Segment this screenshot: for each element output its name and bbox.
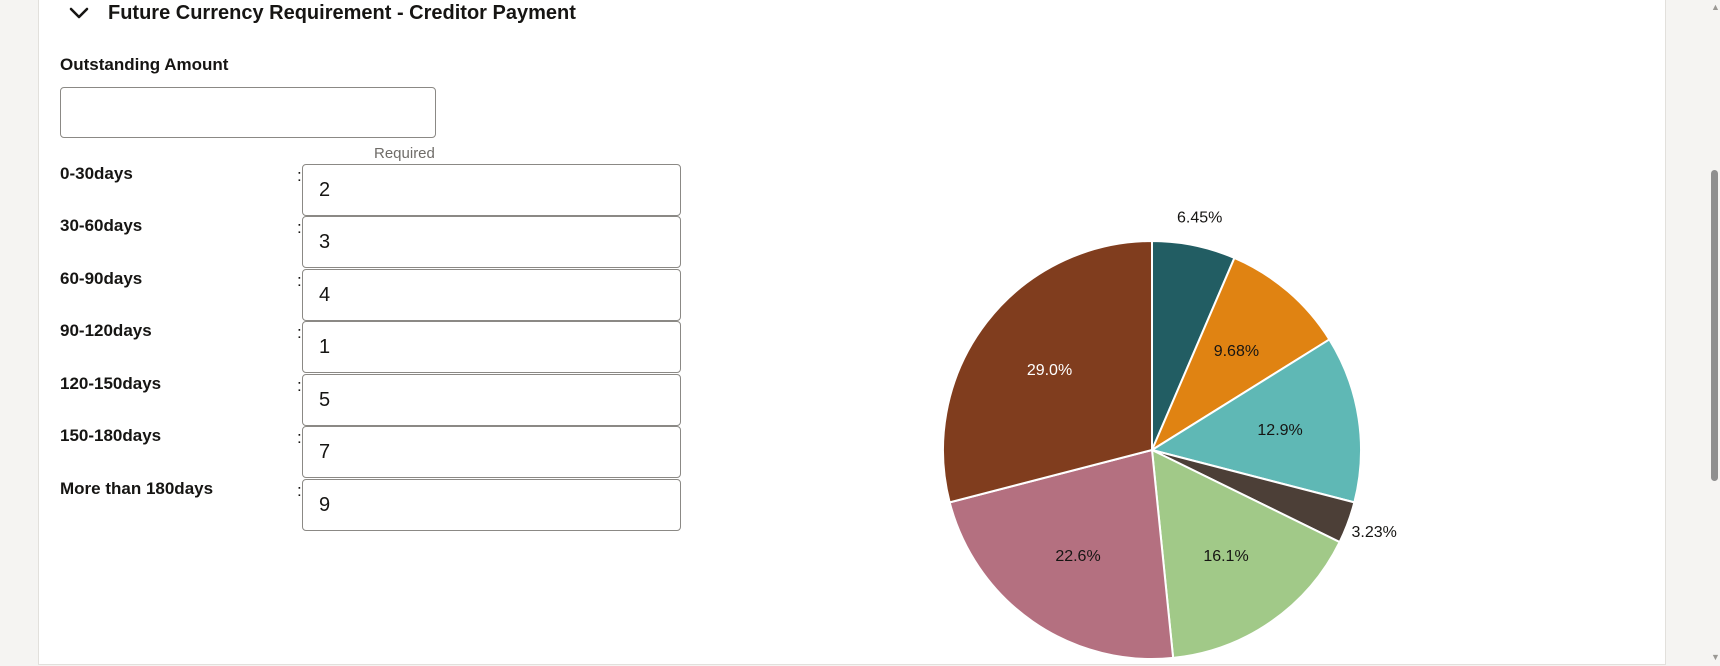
scrollbar-thumb[interactable] — [1711, 170, 1718, 481]
row-colon: : — [297, 323, 302, 342]
pie-slices — [942, 239, 1362, 660]
row-label-0-30days: 0-30days — [60, 164, 133, 183]
input-120-150days[interactable] — [302, 374, 681, 426]
row-label-90-120days: 90-120days — [60, 321, 152, 340]
section-header[interactable]: Future Currency Requirement - Creditor P… — [66, 0, 576, 26]
pie-slice-6[interactable] — [948, 448, 1175, 660]
row-colon: : — [297, 376, 302, 395]
chevron-down-icon[interactable] — [66, 0, 92, 26]
pie-slice-5[interactable] — [1150, 448, 1341, 660]
row-colon: : — [297, 481, 302, 500]
row-colon: : — [297, 218, 302, 237]
outstanding-amount-label: Outstanding Amount — [60, 55, 229, 74]
scroll-down-icon[interactable]: ▼ — [1711, 652, 1720, 662]
input-90-120days[interactable] — [302, 321, 681, 373]
section-title: Future Currency Requirement - Creditor P… — [108, 1, 576, 24]
row-colon: : — [297, 166, 302, 185]
row-colon: : — [297, 428, 302, 447]
input-150-180days[interactable] — [302, 426, 681, 478]
input-0-30days[interactable] — [302, 164, 681, 216]
input-60-90days[interactable] — [302, 269, 681, 321]
pie-slice-7[interactable] — [942, 239, 1153, 504]
row-colon: : — [297, 271, 302, 290]
input-more-than-180days[interactable] — [302, 479, 681, 531]
pie-slice-3[interactable] — [1149, 338, 1362, 504]
row-label-150-180days: 150-180days — [60, 426, 162, 445]
input-30-60days[interactable] — [302, 216, 681, 268]
pie-slice-2[interactable] — [1149, 256, 1331, 453]
outstanding-amount-input[interactable] — [60, 87, 436, 138]
row-label-60-90days: 60-90days — [60, 269, 143, 288]
row-label-more-than-180days: More than 180days — [60, 479, 214, 498]
required-hint: Required — [374, 145, 435, 162]
row-label-120-150days: 120-150days — [60, 374, 162, 393]
scroll-up-icon[interactable]: ▲ — [1711, 2, 1720, 12]
row-label-30-60days: 30-60days — [60, 216, 143, 235]
